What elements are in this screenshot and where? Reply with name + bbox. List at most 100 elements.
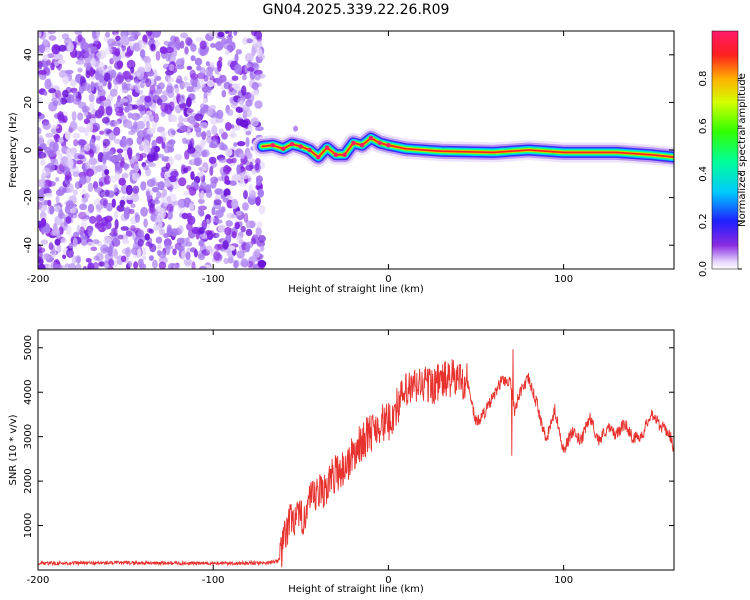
noise-speckle	[141, 139, 151, 150]
noise-speckle	[95, 135, 101, 141]
noise-speckle	[74, 31, 83, 35]
noise-speckle	[38, 146, 43, 155]
noise-speckle	[252, 35, 257, 46]
noise-speckle	[83, 53, 93, 63]
noise-speckle	[255, 249, 260, 258]
noise-speckle	[110, 88, 118, 97]
noise-speckle	[95, 203, 104, 210]
noise-speckle	[57, 98, 62, 106]
noise-speckle	[250, 31, 257, 37]
noise-speckle	[196, 78, 205, 89]
colorbar-tick-label: 0.2	[698, 213, 709, 229]
noise-speckle	[175, 58, 185, 67]
noise-speckle	[255, 179, 262, 186]
noise-speckle	[251, 234, 259, 244]
noise-speckle	[113, 184, 118, 193]
noise-speckle	[103, 236, 112, 245]
noise-speckle	[245, 164, 254, 171]
ridge-peak	[342, 152, 347, 157]
noise-speckle	[157, 250, 162, 256]
noise-speckle	[75, 263, 82, 269]
noise-speckle	[245, 130, 252, 136]
noise-speckle	[217, 31, 225, 38]
noise-speckle	[114, 219, 119, 230]
noise-speckle	[51, 97, 58, 103]
noise-speckle	[85, 168, 95, 177]
noise-speckle	[99, 197, 109, 207]
noise-speckle	[125, 184, 133, 196]
noise-speckle	[218, 157, 227, 163]
noise-speckle	[65, 69, 74, 75]
noise-speckle	[116, 148, 124, 154]
colorbar-label: Normalized spectral amplitude	[737, 73, 748, 227]
ridge-peak	[281, 146, 286, 151]
noise-speckle	[251, 46, 256, 57]
noise-speckle	[142, 164, 150, 171]
noise-speckle	[170, 170, 179, 178]
noise-speckle	[133, 261, 139, 269]
noise-speckle	[195, 37, 204, 42]
noise-speckle	[240, 258, 249, 268]
noise-speckle	[228, 31, 232, 38]
noise-speckle	[119, 139, 127, 148]
noise-speckle	[205, 61, 210, 67]
noise-speckle	[158, 261, 167, 269]
noise-speckle	[236, 141, 246, 147]
ridge-peak	[333, 152, 339, 157]
noise-speckle	[161, 156, 171, 162]
noise-speckle	[89, 138, 95, 149]
noise-speckle	[74, 50, 82, 59]
noise-speckle	[189, 137, 195, 149]
noise-speckle	[236, 235, 242, 243]
noise-speckle	[75, 160, 84, 165]
noise-speckle	[83, 142, 91, 152]
noise-speckle	[214, 217, 220, 223]
noise-speckle	[255, 226, 262, 237]
noise-speckle	[131, 155, 139, 162]
noise-speckle	[169, 184, 173, 193]
noise-speckle	[113, 120, 120, 126]
noise-speckle	[103, 72, 111, 82]
noise-speckle	[247, 67, 255, 72]
noise-speckle	[231, 75, 239, 81]
noise-speckle	[99, 181, 104, 187]
noise-speckle	[217, 65, 222, 72]
noise-speckle	[134, 78, 139, 83]
noise-speckle	[157, 82, 165, 90]
noise-speckle	[103, 98, 112, 109]
noise-speckle	[70, 79, 77, 87]
noise-speckle	[183, 76, 189, 82]
noise-speckle	[74, 181, 81, 190]
noise-speckle	[210, 138, 219, 149]
noise-speckle	[116, 204, 125, 212]
noise-speckle	[241, 85, 247, 96]
noise-speckle	[166, 195, 171, 202]
noise-speckle	[124, 106, 130, 113]
noise-speckle	[243, 212, 249, 223]
colorbar-tick-label: 0.8	[698, 71, 709, 87]
noise-speckle	[86, 122, 94, 133]
noise-speckle	[226, 44, 234, 51]
noise-speckle	[194, 113, 204, 122]
x-tick-label: 100	[554, 274, 573, 285]
noise-speckle	[64, 175, 73, 182]
noise-speckle	[38, 31, 42, 38]
noise-speckle	[234, 64, 243, 75]
noise-speckle	[156, 191, 162, 199]
noise-speckle	[73, 139, 79, 147]
noise-speckle	[190, 55, 196, 62]
noise-speckle	[152, 31, 162, 38]
noise-speckle	[215, 209, 224, 219]
y-tick-label: 1000	[23, 513, 34, 538]
noise-speckle	[106, 202, 113, 212]
spectrogram-y-label: Frequency (Hz)	[8, 112, 19, 188]
noise-speckle	[226, 109, 234, 116]
noise-speckle	[248, 183, 253, 194]
noise-speckle	[40, 159, 46, 166]
noise-speckle	[56, 244, 62, 253]
noise-speckle	[129, 208, 135, 215]
colorbar-tick-label: 0.6	[698, 118, 709, 134]
noise-speckle	[198, 227, 205, 234]
noise-speckle	[154, 39, 160, 48]
noise-speckle	[50, 124, 59, 130]
